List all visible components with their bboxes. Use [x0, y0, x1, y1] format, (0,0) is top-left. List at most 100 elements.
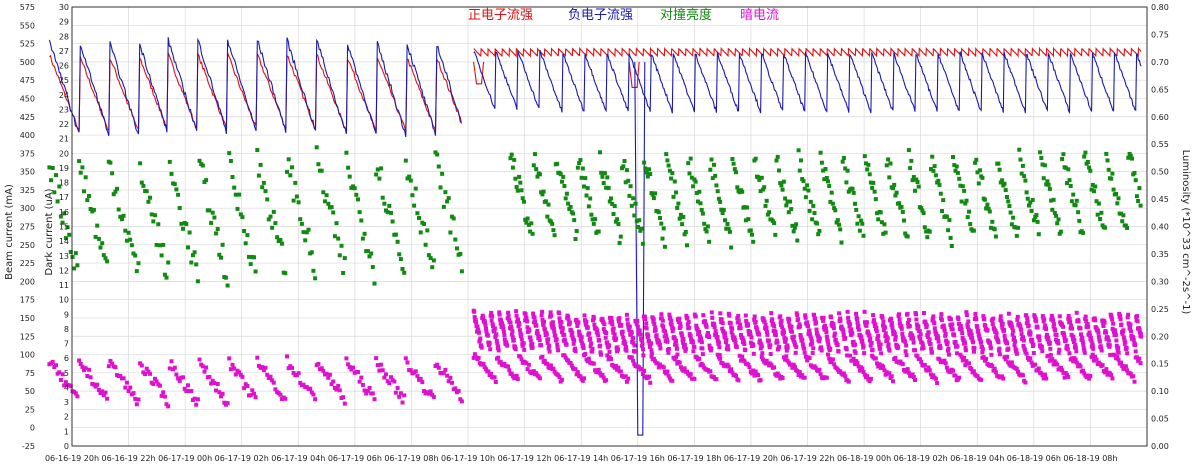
series-point-3-2-644 [775, 340, 780, 345]
series-point-3-2-194 [563, 339, 568, 344]
series-point-2-1-427 [1031, 218, 1036, 223]
series-point-3-0-25 [88, 375, 93, 380]
series-point-3-2-969 [928, 342, 933, 346]
lum-tick-label: 0.35 [1151, 250, 1169, 259]
series-point-2-1-443 [1051, 197, 1056, 202]
x-tick-label: 06-16-19 20h [45, 454, 99, 463]
series-point-3-1-211 [730, 370, 735, 375]
series-point-2-0-182 [347, 174, 352, 179]
series-point-3-0-225 [418, 377, 423, 381]
series-point-3-2-654 [780, 325, 785, 330]
series-point-3-2-765 [832, 333, 837, 338]
series-point-2-1-507 [1130, 156, 1134, 161]
series-point-3-0-161 [313, 397, 318, 402]
series-point-3-2-535 [724, 340, 728, 345]
series-point-2-0-76 [172, 182, 177, 187]
series-point-2-1-18 [530, 231, 535, 236]
series-point-3-0-123 [250, 388, 255, 393]
series-point-2-1-361 [951, 155, 955, 159]
series-point-3-1-243 [769, 363, 774, 368]
series-point-2-1-300 [876, 217, 881, 222]
series-point-2-1-412 [1013, 225, 1018, 230]
series-point-3-2-121 [528, 338, 533, 343]
series-point-2-1-371 [963, 201, 968, 206]
series-point-2-1-107 [639, 226, 644, 231]
series-point-3-1-532 [1123, 364, 1128, 369]
series-point-2-0-154 [301, 230, 306, 235]
series-point-3-0-215 [402, 393, 407, 398]
series-point-3-2-1341 [1104, 330, 1108, 335]
series-point-2-0-190 [360, 236, 365, 241]
series-point-3-2-376 [649, 341, 653, 346]
series-point-3-2-149 [542, 319, 546, 324]
series-point-3-2-273 [600, 316, 605, 321]
series-point-3-2-164 [549, 313, 553, 318]
series-point-3-1-302 [841, 371, 846, 376]
series-point-3-1-408 [971, 369, 976, 374]
series-point-3-2-534 [723, 335, 728, 340]
series-point-2-0-62 [149, 212, 154, 217]
series-point-2-0-74 [169, 171, 174, 176]
series-point-3-2-1146 [1012, 335, 1016, 340]
series-point-2-1-487 [1105, 158, 1110, 163]
series-point-3-2-978 [932, 326, 937, 331]
series-point-3-2-827 [861, 344, 866, 349]
series-point-3-1-335 [882, 368, 887, 373]
series-point-2-1-17 [529, 221, 534, 226]
series-point-2-1-387 [982, 197, 987, 202]
series-point-3-1-307 [848, 353, 853, 358]
series-point-2-1-42 [560, 179, 564, 184]
series-point-2-0-54 [136, 261, 141, 266]
series-point-2-0-175 [336, 236, 341, 241]
series-point-3-0-151 [296, 371, 301, 376]
series-point-3-1-521 [1110, 376, 1115, 381]
series-point-3-2-53 [496, 348, 501, 353]
beam-tick-label: 375 [20, 149, 35, 158]
series-point-3-2-113 [525, 319, 529, 324]
series-point-3-2-855 [874, 329, 879, 334]
series-point-2-0-205 [385, 210, 390, 215]
series-point-3-1-306 [846, 379, 851, 384]
series-point-3-1-43 [524, 361, 529, 366]
series-point-2-1-164 [709, 157, 714, 162]
series-point-2-1-167 [713, 173, 718, 178]
series-point-2-1-339 [924, 229, 929, 234]
series-point-3-0-132 [265, 372, 270, 377]
series-point-3-1-486 [1067, 351, 1072, 356]
series-point-3-2-1253 [1062, 335, 1067, 340]
series-point-2-1-230 [790, 223, 795, 228]
series-point-3-0-110 [228, 367, 233, 372]
series-point-3-2-615 [761, 317, 766, 322]
series-point-3-2-484 [699, 340, 704, 345]
series-point-2-1-347 [933, 173, 938, 178]
series-point-2-1-288 [861, 233, 866, 238]
series-point-3-2-526 [719, 317, 724, 322]
series-point-2-0-198 [374, 172, 379, 177]
series-point-3-1-418 [984, 356, 989, 361]
series-point-3-0-137 [273, 387, 278, 392]
series-point-3-2-669 [787, 317, 792, 322]
series-point-2-1-321 [902, 218, 906, 223]
series-point-2-1-423 [1027, 203, 1031, 208]
series-point-3-2-828 [862, 351, 867, 356]
series-point-3-2-135 [535, 328, 540, 333]
series-point-3-2-242 [585, 325, 590, 330]
series-point-3-2-975 [931, 314, 936, 319]
series-point-3-0-243 [448, 375, 453, 380]
series-point-3-2-306 [616, 347, 620, 352]
series-point-2-1-259 [826, 179, 830, 184]
series-point-3-0-100 [212, 381, 217, 385]
series-point-3-2-650 [778, 314, 783, 319]
series-point-3-2-317 [621, 335, 626, 340]
series-point-2-1-309 [887, 175, 892, 180]
series-point-3-2-887 [889, 321, 894, 326]
series-point-2-0-25 [88, 207, 93, 211]
series-point-3-2-1015 [950, 322, 955, 327]
series-point-3-1-20 [496, 355, 501, 360]
series-point-2-1-385 [980, 175, 985, 180]
series-point-2-0-145 [286, 157, 291, 162]
series-point-3-1-411 [975, 374, 980, 379]
series-point-2-1-360 [949, 244, 954, 248]
series-point-3-2-1279 [1074, 310, 1079, 315]
series-point-2-0-122 [248, 262, 253, 267]
